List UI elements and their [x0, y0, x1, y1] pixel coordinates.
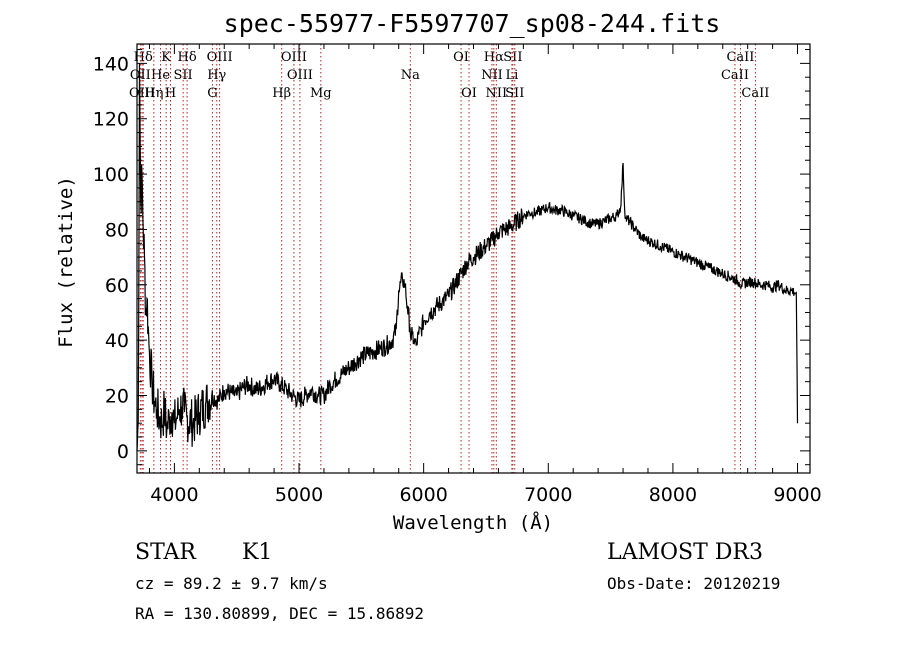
marker-label-10: He: [151, 68, 170, 83]
marker-label-3: OIII: [207, 50, 233, 65]
chart-title: spec-55977-F5597707_sp08-244.fits: [224, 9, 721, 38]
observation-date: Obs-Date: 20120219: [607, 574, 781, 593]
y-tick-label-0: 0: [117, 441, 129, 463]
marker-label-26: SII: [505, 86, 524, 101]
marker-label-25: NII: [485, 86, 507, 101]
y-tick-label-6: 120: [93, 109, 129, 131]
x-tick-label-4: 8000: [649, 484, 697, 506]
x-tick-label-2: 6000: [399, 484, 447, 506]
marker-label-27: CaII: [741, 86, 769, 101]
marker-label-12: Hγ: [207, 68, 226, 83]
marker-label-5: OI: [453, 50, 469, 65]
marker-label-13: OIII: [287, 68, 313, 83]
marker-label-24: OI: [461, 86, 477, 101]
y-axis-label: Flux (relative): [55, 176, 77, 348]
marker-label-20: H: [165, 86, 176, 101]
y-tick-label-4: 80: [105, 219, 129, 241]
redshift-velocity: cz = 89.2 ± 9.7 km/s: [135, 574, 328, 593]
marker-label-6: Hα: [484, 50, 504, 65]
marker-label-16: Li: [505, 68, 518, 83]
y-tick-label-5: 100: [93, 164, 129, 186]
y-tick-label-2: 40: [105, 330, 129, 352]
marker-label-7: SII: [503, 50, 522, 65]
axis-ticks: 4000 5000 6000 7000 8000 9000 0 20 40 60 80 100 120 1…: [93, 44, 822, 506]
marker-label-0: Hδ: [134, 50, 153, 65]
x-tick-label-0: 4000: [150, 484, 198, 506]
flux-series-line: [136, 63, 799, 451]
y-tick-label-1: 20: [105, 386, 129, 408]
marker-label-14: Na: [401, 68, 420, 83]
y-tick-label-7: 140: [93, 53, 129, 75]
y-tick-label-3: 60: [105, 275, 129, 297]
marker-label-11: SII: [174, 68, 193, 83]
object-subclass: K1: [242, 540, 273, 565]
marker-label-19: Hη: [144, 86, 163, 101]
marker-label-1: K: [161, 50, 171, 65]
x-axis-label: Wavelength (Å): [393, 511, 553, 534]
coordinates: RA = 130.80899, DEC = 15.86892: [135, 604, 424, 623]
marker-label-22: Hβ: [272, 86, 291, 101]
marker-label-9: OII: [130, 68, 151, 83]
marker-label-15: NII: [481, 68, 503, 83]
survey-name: LAMOST DR3: [607, 540, 763, 565]
marker-label-17: CaII: [721, 68, 749, 83]
marker-label-2: Hδ: [178, 50, 197, 65]
marker-label-8: CaII: [726, 50, 754, 65]
x-tick-label-1: 5000: [275, 484, 323, 506]
marker-label-4: OIII: [281, 50, 307, 65]
x-tick-label-5: 9000: [773, 484, 821, 506]
marker-label-18: OIII: [129, 86, 155, 101]
marker-label-23: Mg: [310, 86, 332, 101]
x-tick-label-3: 7000: [524, 484, 572, 506]
object-class: STAR: [135, 540, 196, 565]
marker-label-21: G: [207, 86, 217, 101]
